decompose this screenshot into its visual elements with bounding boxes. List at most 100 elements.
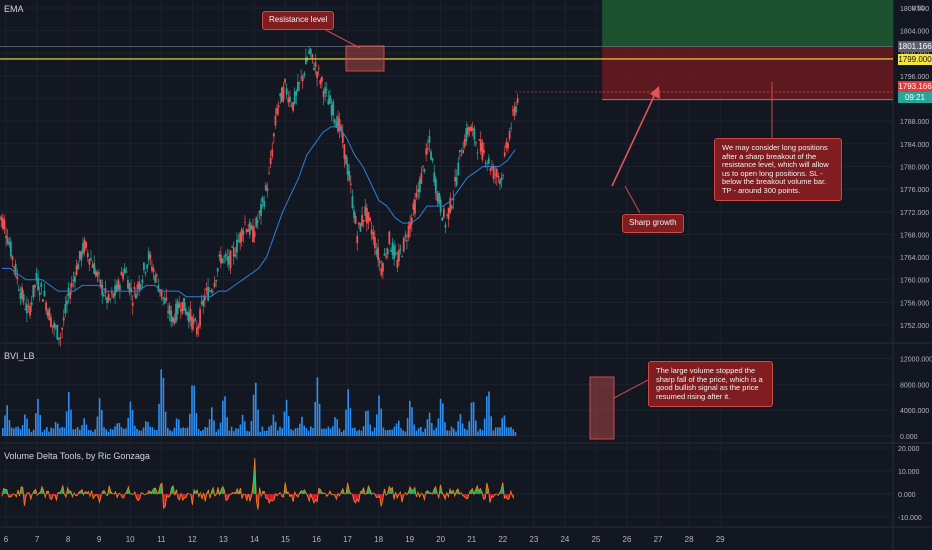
- price-tag-countdown: 09:21: [898, 92, 932, 103]
- volume-bar: [336, 419, 338, 436]
- volume-bar: [316, 377, 319, 436]
- volume-bar: [4, 415, 6, 436]
- volume-bar: [499, 427, 501, 436]
- candle-body: [495, 168, 498, 177]
- delta-line: [1, 458, 515, 510]
- volume-bar: [204, 427, 206, 436]
- time-tick-label: 6: [4, 535, 9, 544]
- candle-body: [117, 279, 120, 290]
- candle-body: [423, 169, 426, 172]
- candle-body: [98, 272, 100, 274]
- time-axis[interactable]: 6 7 8 9 10 11 12 13 14 15 16 17 18 19 20 21 22 23 24 25 26 27…: [4, 535, 725, 544]
- candle-body: [314, 62, 317, 68]
- volume-bar: [384, 430, 387, 436]
- price-tick-label: 1768.000: [900, 232, 929, 239]
- candle-body: [99, 279, 102, 287]
- candle-body: [231, 247, 234, 248]
- candle-body: [86, 252, 89, 258]
- volume-bar: [219, 422, 222, 436]
- candle-body: [3, 220, 6, 230]
- candle-body: [447, 207, 450, 220]
- volume-bar: [2, 428, 4, 436]
- candle-body: [30, 302, 33, 306]
- sharp-growth-annotation[interactable]: Sharp growth: [622, 214, 684, 233]
- delta-area: [413, 487, 415, 494]
- price-tick-label: 1760.000: [900, 278, 929, 285]
- volume-bar: [107, 431, 110, 436]
- risk-reward-zones[interactable]: [0, 0, 893, 101]
- candle-body: [494, 174, 497, 176]
- candle-body: [266, 188, 269, 192]
- delta-tick-label: 0.000: [898, 492, 916, 499]
- candle-body: [417, 188, 420, 193]
- price-tick-label: 1780.000: [900, 165, 929, 172]
- volume-bar: [63, 427, 66, 436]
- volume-bar: [30, 431, 33, 436]
- candle-body: [409, 221, 412, 229]
- volume-bar: [281, 428, 283, 436]
- delta-area: [411, 489, 414, 494]
- delta-area: [5, 489, 7, 494]
- volume-highlight-box: [589, 376, 615, 440]
- volume-bar: [202, 429, 204, 436]
- candle-body: [471, 127, 474, 131]
- volume-pane[interactable]: [2, 369, 517, 436]
- candle-body: [239, 232, 242, 243]
- candle-body: [56, 324, 59, 340]
- candle-body: [38, 292, 41, 296]
- candle-body: [8, 242, 11, 245]
- long-position-annotation[interactable]: We may consider long positions after a s…: [714, 138, 842, 201]
- volume-bar: [171, 431, 173, 436]
- candle-body: [218, 254, 221, 257]
- volume-annotation[interactable]: The large volume stopped the sharp fall …: [648, 361, 773, 407]
- candle-body: [271, 149, 274, 157]
- candle-body: [382, 263, 384, 272]
- candle-body: [340, 126, 343, 132]
- price-axis[interactable]: 1752.000 1756.000 1760.000 1764.000 1768.000…: [898, 6, 932, 522]
- candle-body: [200, 301, 203, 305]
- volume-bar: [494, 427, 497, 436]
- delta-area: [226, 494, 228, 501]
- volume-bar: [15, 427, 17, 436]
- volume-bar: [74, 429, 77, 436]
- volume-bar: [105, 429, 107, 436]
- candle-body: [338, 119, 341, 131]
- volume-bar: [24, 414, 26, 436]
- volume-bar: [356, 430, 358, 436]
- volume-bar: [156, 430, 158, 436]
- candle-body: [229, 250, 232, 269]
- delta-pane[interactable]: [0, 458, 893, 510]
- candle-body: [489, 168, 492, 171]
- candle-body: [452, 198, 455, 201]
- drawing-overlays[interactable]: [319, 26, 773, 440]
- delta-area: [262, 491, 265, 494]
- ema-line: [2, 126, 516, 298]
- candle-body: [199, 308, 201, 327]
- candle-body: [181, 301, 184, 314]
- candle-body: [210, 290, 213, 293]
- candle-body: [357, 222, 360, 225]
- volume-bar: [61, 426, 63, 436]
- candle-body: [396, 260, 399, 268]
- candle-body: [322, 91, 325, 98]
- candle-body: [247, 229, 250, 232]
- candle-body: [335, 121, 338, 128]
- volume-bar: [387, 430, 389, 436]
- resistance-annotation[interactable]: Resistance level: [262, 11, 335, 30]
- candle-body: [192, 319, 195, 324]
- volume-bar: [475, 420, 477, 436]
- volume-bar: [239, 424, 242, 436]
- candle-body: [191, 316, 193, 330]
- candle-body: [292, 102, 294, 111]
- delta-area: [466, 494, 468, 499]
- candle-body: [212, 291, 214, 293]
- candle-body: [37, 277, 39, 290]
- target-zone: [602, 0, 893, 47]
- delta-area: [34, 489, 36, 494]
- candle-body: [305, 57, 307, 65]
- volume-bar: [327, 426, 330, 436]
- delta-area: [261, 491, 263, 497]
- price-pane[interactable]: [0, 45, 893, 347]
- candle-body: [67, 287, 70, 296]
